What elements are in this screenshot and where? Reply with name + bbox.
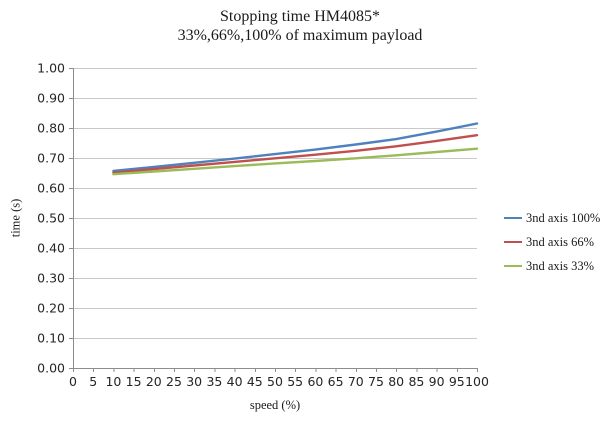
y-tick-label: 0.30 <box>37 271 65 286</box>
legend-entry: 3nd axis 100% <box>504 211 600 225</box>
series-line <box>112 122 479 173</box>
legend-line-marker <box>504 216 522 220</box>
legend: 3nd axis 100% 3nd axis 66% 3nd axis 33% <box>504 211 600 283</box>
legend-entry: 3nd axis 33% <box>504 259 600 273</box>
x-tick-label: 30 <box>186 374 202 389</box>
x-tick-label: 55 <box>287 374 303 389</box>
x-tick-label: 15 <box>126 374 142 389</box>
x-tick-label: 75 <box>368 374 384 389</box>
y-tick-label: 1.00 <box>37 61 65 76</box>
chart-title-block: Stopping time HM4085* 33%,66%,100% of ma… <box>0 7 600 45</box>
y-tick-label: 0.80 <box>37 121 65 136</box>
chart-subtitle: 33%,66%,100% of maximum payload <box>177 27 423 44</box>
x-tick-label: 45 <box>247 374 263 389</box>
y-tick-label: 0.00 <box>37 361 65 376</box>
x-tick-label: 95 <box>449 374 465 389</box>
x-tick-label: 70 <box>348 374 364 389</box>
x-tick-label: 40 <box>227 374 243 389</box>
x-tick-label: 0 <box>69 374 77 389</box>
y-tick-label: 0.50 <box>37 211 65 226</box>
x-tick-label: 35 <box>206 374 222 389</box>
x-tick-label: 90 <box>429 374 445 389</box>
x-tick-label: 20 <box>146 374 162 389</box>
legend-entry: 3nd axis 66% <box>504 235 600 249</box>
x-tick-label: 50 <box>267 374 283 389</box>
legend-label: 3nd axis 100% <box>526 210 600 225</box>
x-tick-label: 60 <box>307 374 323 389</box>
x-tick-label: 80 <box>388 374 404 389</box>
legend-label: 3nd axis 33% <box>526 258 595 273</box>
y-tick-label: 0.10 <box>37 331 65 346</box>
y-tick-label: 0.20 <box>37 301 65 316</box>
x-tick-label: 100 <box>465 374 489 389</box>
legend-line-marker <box>504 264 522 268</box>
x-tick-label: 10 <box>105 374 121 389</box>
y-tick-label: 0.70 <box>37 151 65 166</box>
legend-label: 3nd axis 66% <box>526 234 595 249</box>
series-line <box>112 133 479 174</box>
series-line <box>112 147 479 176</box>
legend-line-marker <box>504 240 522 244</box>
y-tick-label: 0.60 <box>37 181 65 196</box>
y-tick-label: 0.40 <box>37 241 65 256</box>
x-tick-label: 85 <box>408 374 424 389</box>
x-tick-label: 5 <box>89 374 97 389</box>
y-axis-title: time (s) <box>8 198 23 238</box>
x-axis-title: speed (%) <box>249 398 301 412</box>
chart-title: Stopping time HM4085* <box>219 8 380 25</box>
x-tick-label: 65 <box>328 374 344 389</box>
y-tick-label: 0.90 <box>37 91 65 106</box>
x-tick-label: 25 <box>166 374 182 389</box>
